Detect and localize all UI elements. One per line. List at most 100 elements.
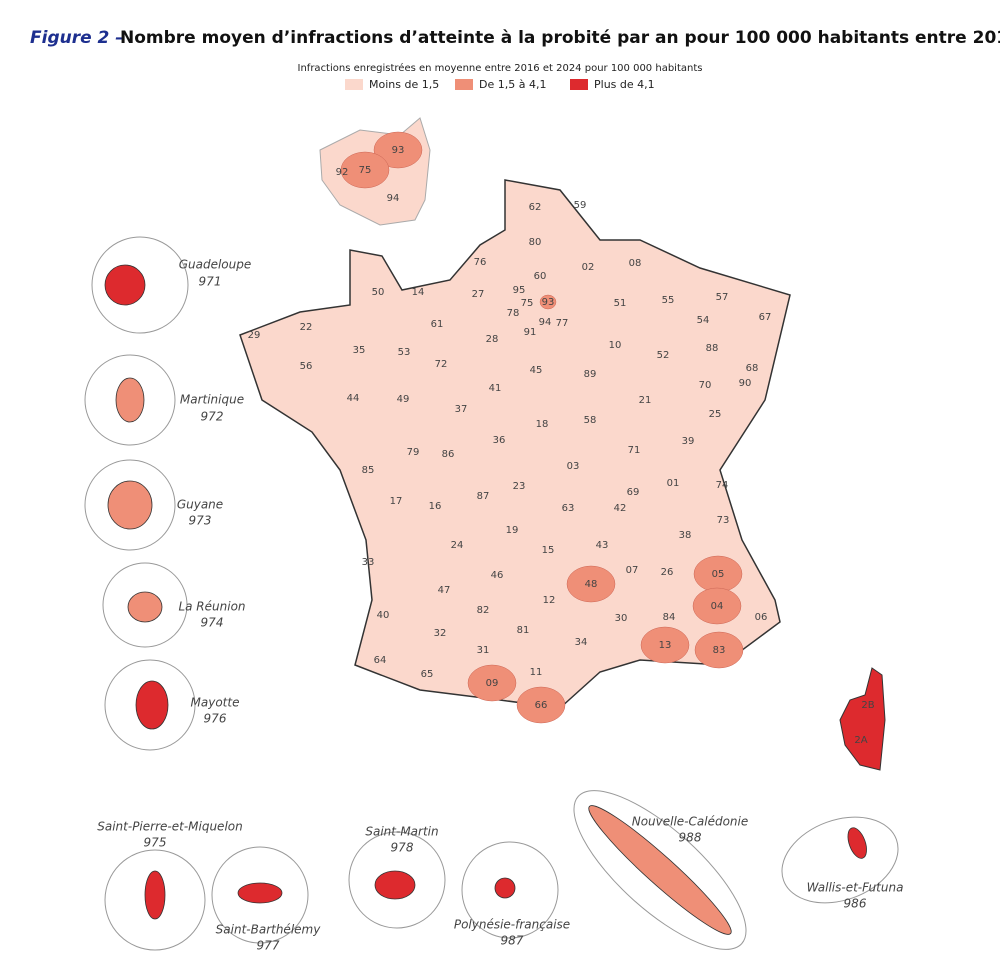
territory-shape — [104, 264, 146, 306]
territory-shape — [107, 480, 153, 530]
territory-shape — [847, 827, 867, 859]
territory-shape — [237, 882, 283, 904]
territory-name: Martinique — [180, 393, 244, 407]
department-code: 66 — [535, 700, 548, 711]
department-code: 79 — [407, 447, 420, 458]
department-area — [539, 294, 557, 310]
france-outline — [239, 179, 791, 709]
department-code: 16 — [429, 501, 442, 512]
department-code: 90 — [739, 378, 752, 389]
territory-name: Mayotte — [191, 696, 240, 710]
territory-code: 987 — [501, 934, 524, 948]
department-code: 18 — [536, 419, 549, 430]
department-code: 12 — [543, 595, 556, 606]
department-area — [640, 626, 690, 664]
department-code: 03 — [567, 461, 580, 472]
department-code: 78 — [507, 308, 520, 319]
legend-label: Moins de 1,5 — [369, 78, 439, 91]
department-code: 76 — [474, 257, 487, 268]
department-code: 70 — [699, 380, 712, 391]
department-code: 86 — [442, 449, 455, 460]
department-code: 61 — [431, 319, 444, 330]
figure-label: Figure 2 – — [30, 28, 124, 48]
legend-swatch — [570, 79, 588, 90]
department-code: 63 — [562, 503, 575, 514]
department-code: 2A — [854, 735, 867, 746]
department-code: 05 — [712, 569, 725, 580]
department-code: 67 — [759, 312, 772, 323]
territory-shape — [588, 805, 732, 935]
department-code: 32 — [434, 628, 447, 639]
department-code: 60 — [534, 271, 547, 282]
territory-name: Saint-Martin — [365, 825, 438, 839]
department-code: 68 — [746, 363, 759, 374]
department-code: 24 — [451, 540, 464, 551]
department-code: 55 — [662, 295, 675, 306]
department-code: 23 — [513, 481, 526, 492]
department-code: 92 — [336, 167, 349, 178]
department-code: 47 — [438, 585, 451, 596]
territory-name: Guyane — [177, 498, 223, 512]
territory-frame — [348, 831, 446, 929]
department-code: 93 — [542, 297, 555, 308]
territory-shape — [115, 377, 145, 423]
department-code: 44 — [347, 393, 360, 404]
department-code: 54 — [697, 315, 710, 326]
territory-shape — [374, 870, 416, 900]
department-area — [694, 631, 744, 669]
territory-code: 988 — [679, 831, 702, 845]
department-code: 84 — [663, 612, 676, 623]
department-code: 07 — [626, 565, 639, 576]
department-code: 33 — [362, 557, 375, 568]
department-code: 46 — [491, 570, 504, 581]
legend-label: De 1,5 à 4,1 — [479, 78, 546, 91]
department-code: 04 — [711, 601, 724, 612]
department-code: 22 — [300, 322, 313, 333]
territory-frame — [91, 236, 189, 334]
department-code: 08 — [629, 258, 642, 269]
territory-shape — [144, 870, 166, 920]
department-code: 15 — [542, 545, 555, 556]
department-area — [340, 151, 390, 189]
department-code: 94 — [387, 193, 400, 204]
department-code: 81 — [517, 625, 530, 636]
department-code: 10 — [609, 340, 622, 351]
department-code: 42 — [614, 503, 627, 514]
department-code: 35 — [353, 345, 366, 356]
department-code: 83 — [713, 645, 726, 656]
territory-frame — [461, 841, 559, 939]
department-code: 51 — [614, 298, 627, 309]
territory-frame — [211, 846, 309, 944]
department-code: 02 — [582, 262, 595, 273]
department-code: 69 — [627, 487, 640, 498]
territory-frame — [573, 790, 747, 950]
department-code: 57 — [716, 292, 729, 303]
department-code: 36 — [493, 435, 506, 446]
territory-name: La Réunion — [178, 600, 245, 614]
territory-code: 974 — [201, 616, 224, 630]
department-code: 30 — [615, 613, 628, 624]
department-area — [373, 131, 423, 169]
territory-frame — [104, 849, 206, 951]
department-code: 65 — [421, 669, 434, 680]
department-code: 95 — [513, 285, 526, 296]
department-code: 50 — [372, 287, 385, 298]
department-code: 41 — [489, 383, 502, 394]
territory-shape — [494, 877, 516, 899]
territory-frame — [84, 459, 176, 551]
department-code: 73 — [717, 515, 730, 526]
department-code: 21 — [639, 395, 652, 406]
territory-code: 976 — [204, 712, 227, 726]
department-area — [467, 664, 517, 702]
department-code: 25 — [709, 409, 722, 420]
department-code: 28 — [486, 334, 499, 345]
legend-label: Plus de 4,1 — [594, 78, 655, 91]
territory-name: Polynésie-française — [454, 918, 570, 932]
department-code: 89 — [584, 369, 597, 380]
department-code: 11 — [530, 667, 543, 678]
department-code: 31 — [477, 645, 490, 656]
department-code: 77 — [556, 318, 569, 329]
department-code: 94 — [539, 317, 552, 328]
department-code: 88 — [706, 343, 719, 354]
department-code: 38 — [679, 530, 692, 541]
